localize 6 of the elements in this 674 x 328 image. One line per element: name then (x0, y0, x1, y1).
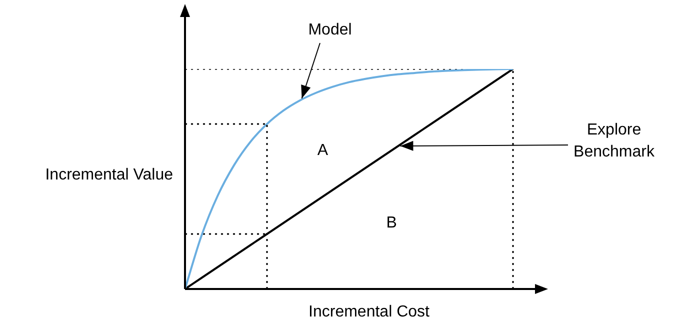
annotation: B (386, 214, 397, 232)
x-axis-title: Incremental Cost (308, 303, 430, 320)
y-axis-title: Incremental Value (45, 166, 174, 184)
annotation: A (317, 142, 328, 159)
text: Model (308, 21, 352, 38)
text: Explore Benchmark (574, 121, 656, 160)
